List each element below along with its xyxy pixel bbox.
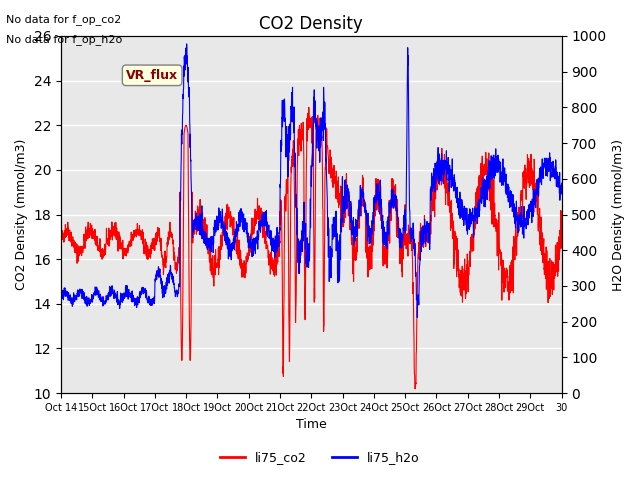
li75_co2 xyxy=(215,244,223,250)
li75_co2 xyxy=(462,271,470,277)
li75_co2 xyxy=(341,192,349,197)
li75_h2o xyxy=(107,285,115,290)
li75_co2 xyxy=(490,206,498,212)
Text: No data for f_op_h2o: No data for f_op_h2o xyxy=(6,34,123,45)
li75_co2 xyxy=(557,233,565,239)
Title: CO2 Density: CO2 Density xyxy=(259,15,363,33)
Y-axis label: CO2 Density (mmol/m3): CO2 Density (mmol/m3) xyxy=(15,139,28,290)
li75_h2o xyxy=(183,41,191,47)
li75_h2o xyxy=(462,208,470,214)
Legend: li75_co2, li75_h2o: li75_co2, li75_h2o xyxy=(215,446,425,469)
Line: li75_h2o: li75_h2o xyxy=(61,44,561,317)
li75_h2o xyxy=(216,215,223,220)
Text: No data for f_op_co2: No data for f_op_co2 xyxy=(6,14,122,25)
li75_co2 xyxy=(411,386,419,392)
li75_h2o xyxy=(57,298,65,303)
li75_h2o xyxy=(413,314,421,320)
li75_co2 xyxy=(305,105,313,110)
Text: VR_flux: VR_flux xyxy=(126,69,178,82)
li75_co2 xyxy=(107,233,115,239)
li75_h2o xyxy=(551,176,559,182)
li75_h2o xyxy=(557,180,565,186)
Line: li75_co2: li75_co2 xyxy=(61,108,561,389)
X-axis label: Time: Time xyxy=(296,419,326,432)
li75_co2 xyxy=(57,236,65,242)
li75_h2o xyxy=(341,207,349,213)
Y-axis label: H2O Density (mmol/m3): H2O Density (mmol/m3) xyxy=(612,139,625,290)
li75_co2 xyxy=(551,266,559,272)
li75_h2o xyxy=(490,175,498,181)
